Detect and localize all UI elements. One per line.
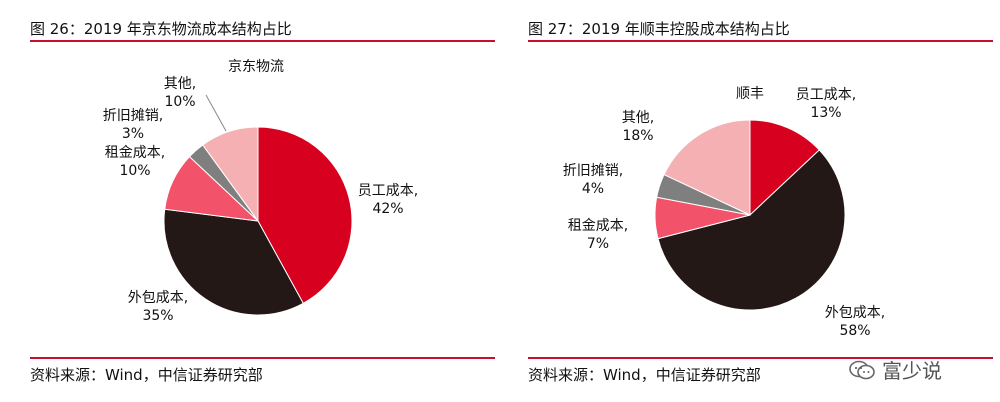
- slice-label: 员工成本, 13%: [796, 87, 856, 121]
- watermark-text: 富少说: [882, 359, 942, 383]
- chart-panel-jd: 图 26：2019 年京东物流成本结构占比 员工成本, 42% 外包成本, 35% 租金…: [30, 0, 495, 402]
- source-note: 资料来源：Wind，中信证券研究部: [30, 366, 263, 384]
- slice-label: 外包成本, 35%: [128, 290, 188, 324]
- pie-slice: [663, 119, 751, 216]
- slice-label: 其他, 18%: [622, 110, 654, 144]
- chart-panel-sf: 图 27：2019 年顺丰控股成本结构占比 员工成本, 13% 外包成本, 58% 租金…: [528, 0, 993, 402]
- slice-label: 其他, 10%: [164, 76, 196, 110]
- watermark: 富少说: [848, 355, 942, 384]
- pie-slice: [749, 119, 820, 217]
- series-label: 京东物流: [228, 59, 284, 75]
- wechat-icon: [848, 359, 876, 381]
- pie-slice: [202, 126, 259, 223]
- footer-divider: [528, 357, 993, 359]
- pie-slice: [163, 208, 304, 316]
- chart-title: 图 26：2019 年京东物流成本结构占比: [30, 20, 292, 38]
- pie-slice: [257, 126, 353, 305]
- pie-chart-jd: 员工成本, 42% 外包成本, 35% 租金成本, 10%折旧摊销, 3%其他, 10% 京东物…: [103, 59, 418, 324]
- footer-divider: [30, 357, 495, 359]
- source-note: 资料来源：Wind，中信证券研究部: [528, 366, 761, 384]
- pie-chart-sf: 员工成本, 13% 外包成本, 58% 租金成本, 7% 折旧摊销, 4% 其他, 18% 顺丰: [563, 86, 885, 339]
- leader-line: [205, 94, 227, 132]
- pie-slice: [657, 149, 846, 311]
- slice-label: 外包成本, 58%: [825, 305, 885, 339]
- slice-label: 租金成本, 10%: [105, 145, 165, 179]
- slice-label: 折旧摊销, 4%: [563, 163, 623, 197]
- chart-title: 图 27：2019 年顺丰控股成本结构占比: [528, 20, 790, 38]
- title-divider: [30, 40, 495, 42]
- title-divider: [528, 40, 993, 42]
- slice-label: 员工成本, 42%: [358, 183, 418, 217]
- slice-label: 租金成本, 7%: [568, 218, 628, 252]
- series-label: 顺丰: [736, 86, 764, 102]
- slice-label: 折旧摊销, 3%: [103, 108, 163, 142]
